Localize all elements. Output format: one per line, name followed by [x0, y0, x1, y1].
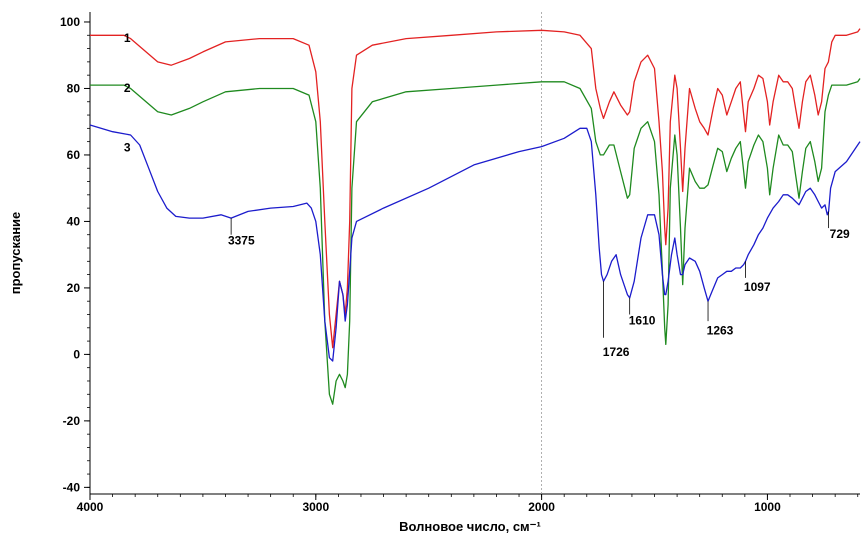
- label-layer: 1 2 3: [124, 31, 131, 155]
- x-tick-label: 1000: [754, 500, 781, 514]
- series-line-1: [90, 28, 861, 349]
- x-tick-label: 4000: [77, 500, 104, 514]
- peak-label: 1610: [629, 313, 656, 327]
- y-tick-label: -40: [63, 480, 81, 494]
- x-axis-title: Волновое число, см⁻¹: [399, 519, 541, 534]
- peak-label: 729: [830, 227, 850, 241]
- y-tick-label: 0: [73, 347, 80, 361]
- x-tick-label: 2000: [528, 500, 555, 514]
- y-tick-label: 40: [67, 214, 81, 228]
- y-tick-label: 100: [60, 15, 80, 29]
- y-tick-label: 60: [67, 148, 81, 162]
- curve-label: 1: [124, 31, 131, 45]
- annotation-layer: 3375 1726 1610 1263 1097 729: [228, 211, 850, 359]
- curve-label: 2: [124, 81, 131, 95]
- y-tick-label: 80: [67, 81, 81, 95]
- y-tick-label: -20: [63, 414, 81, 428]
- peak-label: 1097: [744, 280, 771, 294]
- peak-label: 1726: [603, 345, 630, 359]
- curve-label: 3: [124, 141, 131, 155]
- axes-layer: 100 80 60 40 20 0 -20 -40 4000 3000 2000 1000 Волнов…: [8, 12, 860, 534]
- peak-label: 3375: [228, 234, 255, 248]
- peak-label: 1263: [707, 323, 734, 337]
- series-line-3: [89, 124, 861, 362]
- series-line-2: [90, 78, 861, 405]
- y-tick-label: 20: [67, 281, 81, 295]
- series-layer: [89, 28, 861, 405]
- y-axis-title: пропускание: [8, 212, 23, 295]
- x-tick-label: 3000: [302, 500, 329, 514]
